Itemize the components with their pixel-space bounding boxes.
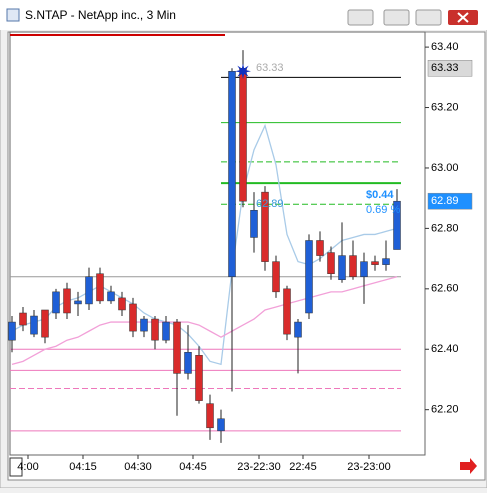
candle-body — [338, 255, 346, 281]
candle-body — [316, 240, 324, 256]
scroll-box[interactable] — [9, 457, 23, 477]
candle-body — [305, 240, 313, 314]
candle-body — [96, 273, 104, 302]
minimize-button[interactable] — [383, 9, 410, 26]
price-marker — [427, 192, 473, 210]
candle-body — [173, 321, 181, 374]
candle-body — [261, 191, 269, 262]
candle-body — [107, 291, 115, 302]
candle-body — [195, 355, 203, 401]
annotation: 0.69 % — [366, 204, 400, 216]
candle-body — [52, 291, 60, 314]
candle-body — [19, 312, 27, 326]
candle-body — [184, 352, 192, 374]
candle-body — [327, 252, 335, 274]
annotation: $0.44 — [366, 189, 394, 201]
link-button[interactable] — [347, 9, 374, 26]
candle-body — [349, 255, 357, 277]
candle-body — [63, 288, 71, 314]
plot-area — [9, 31, 426, 456]
annotation: 62.89 — [256, 198, 284, 210]
annotation: 63.33 — [256, 62, 284, 74]
y-tick-label: 62.60 — [431, 283, 459, 295]
y-tick-label: 62.40 — [431, 343, 459, 355]
y-tick-label: 63.00 — [431, 162, 459, 174]
window-title: S.NTAP - NetApp inc., 3 Min — [25, 8, 176, 22]
candle-body — [250, 210, 258, 238]
scroll-arrow[interactable] — [460, 458, 477, 474]
average-line — [11, 123, 398, 366]
x-tick-label: 04:15 — [69, 461, 97, 473]
price-marker — [427, 60, 473, 77]
candle-body — [85, 276, 93, 305]
candle-body — [8, 321, 16, 341]
candle-body — [382, 258, 390, 265]
candle-body — [283, 288, 291, 335]
price-marker-label: 63.33 — [431, 62, 459, 74]
x-tick-label: 23-23:00 — [347, 461, 390, 473]
candle-body — [217, 418, 225, 432]
candle-body — [41, 309, 49, 338]
x-tick-label: 4:00 — [17, 461, 38, 473]
candle-body — [118, 297, 126, 311]
x-tick-label: 04:45 — [179, 461, 207, 473]
app-icon — [6, 8, 20, 22]
candle-body — [393, 200, 401, 250]
price-marker-label: 62.89 — [431, 195, 459, 207]
candle-body — [30, 315, 38, 335]
x-tick-label: 22:45 — [289, 461, 317, 473]
candle-body — [272, 261, 280, 293]
candle-body — [162, 321, 170, 341]
x-tick-label: 23-22:30 — [237, 461, 280, 473]
candle-body — [129, 303, 137, 332]
candle-body — [140, 318, 148, 332]
maximize-button[interactable] — [415, 9, 442, 26]
candle-body — [206, 403, 214, 429]
average-line — [11, 276, 398, 365]
x-tick-label: 04:30 — [124, 461, 152, 473]
candle-body — [294, 321, 302, 338]
execution-marker — [235, 63, 251, 80]
candle-body — [371, 261, 379, 265]
candle-body — [239, 68, 247, 202]
y-tick-label: 62.20 — [431, 404, 459, 416]
candle-body — [151, 318, 159, 341]
y-tick-label: 62.80 — [431, 222, 459, 234]
candle-body — [74, 300, 82, 305]
candle-body — [360, 261, 368, 277]
close-icon — [457, 12, 469, 23]
y-tick-label: 63.20 — [431, 101, 459, 113]
y-tick-label: 63.40 — [431, 41, 459, 53]
candle-body — [228, 71, 236, 277]
